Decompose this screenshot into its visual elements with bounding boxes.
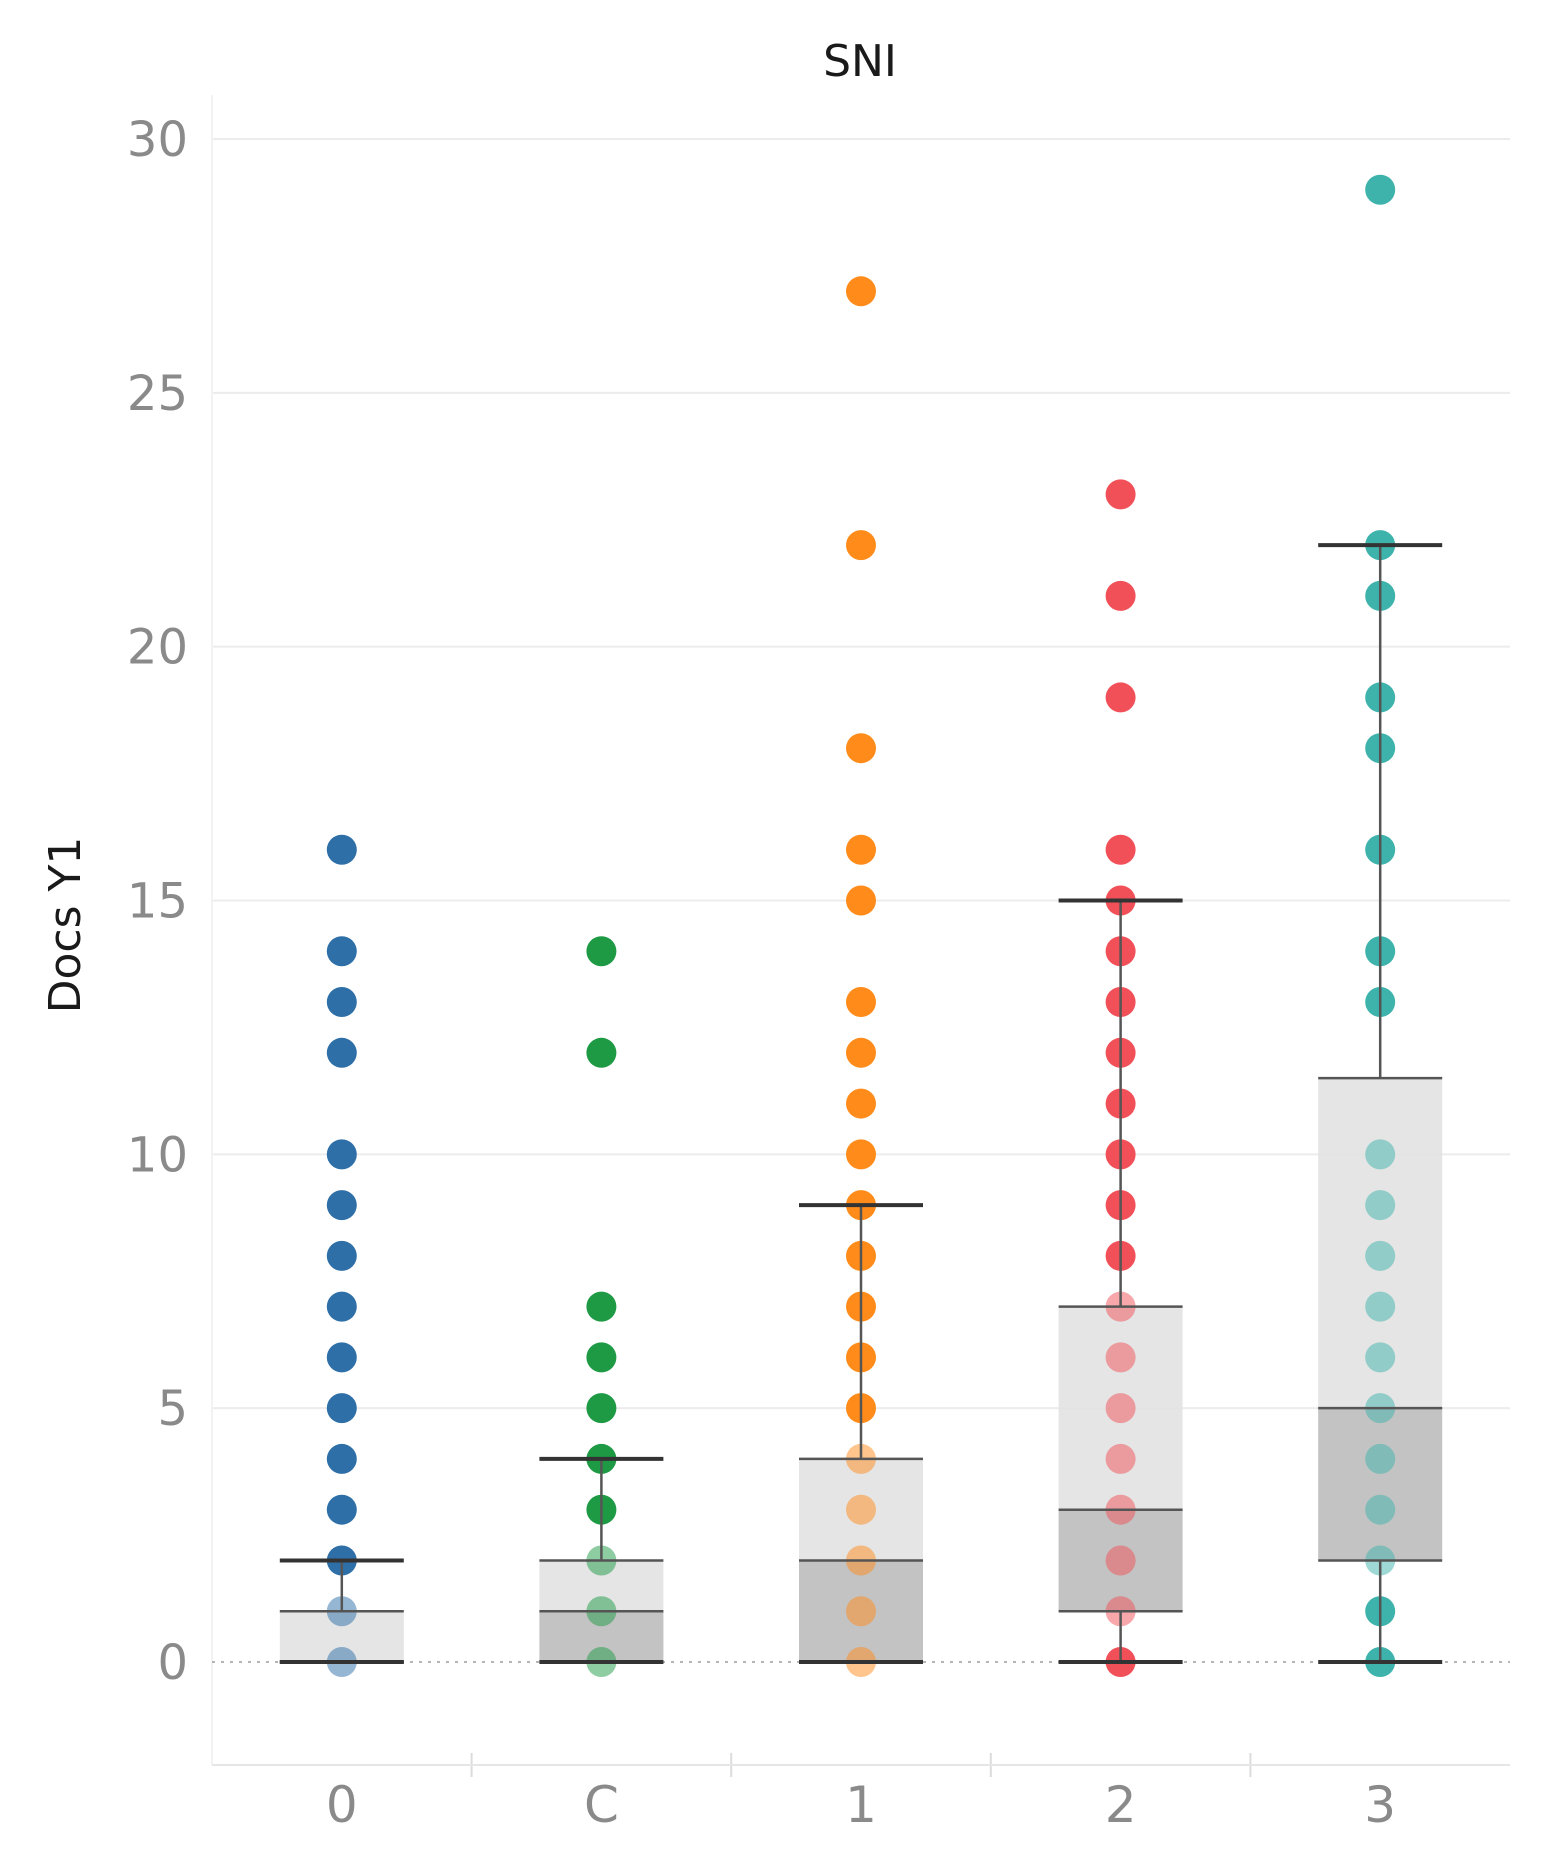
data-point-0-13 — [326, 987, 357, 1018]
data-point-0-7 — [326, 1291, 357, 1322]
data-point-3-6 — [1365, 1342, 1396, 1373]
data-point-1-15 — [846, 885, 876, 916]
data-point-2-19 — [1105, 682, 1136, 713]
data-point-0-6 — [326, 1342, 357, 1373]
data-point-1-11 — [846, 1088, 876, 1119]
x-tick-label-1: 1 — [845, 1776, 877, 1834]
data-point-0-12 — [326, 1037, 357, 1068]
data-point-2-5 — [1105, 1393, 1136, 1424]
data-point-0-8 — [326, 1240, 357, 1271]
data-point-0-16 — [326, 834, 357, 865]
data-point-C-14 — [586, 936, 617, 967]
data-point-3-10 — [1365, 1139, 1396, 1170]
x-tick-label-C: C — [584, 1776, 619, 1834]
x-tick-label-2: 2 — [1105, 1776, 1137, 1834]
data-point-1-16 — [846, 834, 876, 865]
data-point-1-22 — [846, 530, 876, 561]
data-point-3-4 — [1365, 1443, 1396, 1474]
data-point-0-5 — [326, 1393, 357, 1424]
data-point-1-27 — [846, 276, 876, 307]
axes: 0 5 10 15 20 25 30 0 C 1 2 3 — [127, 112, 1510, 1834]
chart-title: SNI — [823, 36, 897, 87]
data-point-0-14 — [326, 936, 357, 967]
data-point-1-12 — [846, 1037, 876, 1068]
data-point-C-5 — [586, 1393, 617, 1424]
data-point-0-3 — [326, 1494, 357, 1525]
y-tick-label-30: 30 — [127, 112, 188, 168]
data-point-3-7 — [1365, 1291, 1396, 1322]
data-point-3-29 — [1365, 174, 1396, 205]
y-tick-label-10: 10 — [127, 1127, 188, 1183]
data-point-1-1 — [846, 1596, 876, 1627]
data-point-C-12 — [586, 1037, 617, 1068]
y-tick-label-15: 15 — [127, 874, 188, 930]
box-lower-3 — [1318, 1408, 1443, 1561]
data-point-C-7 — [586, 1291, 617, 1322]
data-point-1-13 — [846, 987, 876, 1018]
x-tick-label-3: 3 — [1364, 1776, 1396, 1834]
y-tick-label-5: 5 — [157, 1381, 188, 1437]
data-point-2-21 — [1105, 580, 1136, 611]
data-point-2-23 — [1105, 479, 1136, 510]
data-point-2-6 — [1105, 1342, 1136, 1373]
y-axis-label: Docs Y1 — [40, 837, 91, 1014]
data-point-2-16 — [1105, 834, 1136, 865]
data-point-0-9 — [326, 1190, 357, 1221]
data-point-3-3 — [1365, 1494, 1396, 1525]
y-tick-label-20: 20 — [127, 620, 188, 676]
data-point-1-10 — [846, 1139, 876, 1170]
y-tick-label-25: 25 — [127, 366, 188, 422]
data-point-0-10 — [326, 1139, 357, 1170]
data-point-2-2 — [1105, 1545, 1136, 1576]
data-point-3-8 — [1365, 1240, 1396, 1271]
data-point-3-9 — [1365, 1190, 1396, 1221]
data-point-2-4 — [1105, 1443, 1136, 1474]
data-point-C-6 — [586, 1342, 617, 1373]
y-tick-label-0: 0 — [157, 1635, 188, 1691]
whiskers — [279, 543, 1443, 1664]
data-point-1-18 — [846, 733, 876, 764]
gridlines — [211, 95, 1510, 1777]
data-points — [326, 174, 1396, 1677]
data-point-0-4 — [326, 1443, 357, 1474]
data-point-1-3 — [846, 1494, 876, 1525]
x-tick-label-0: 0 — [326, 1776, 358, 1834]
